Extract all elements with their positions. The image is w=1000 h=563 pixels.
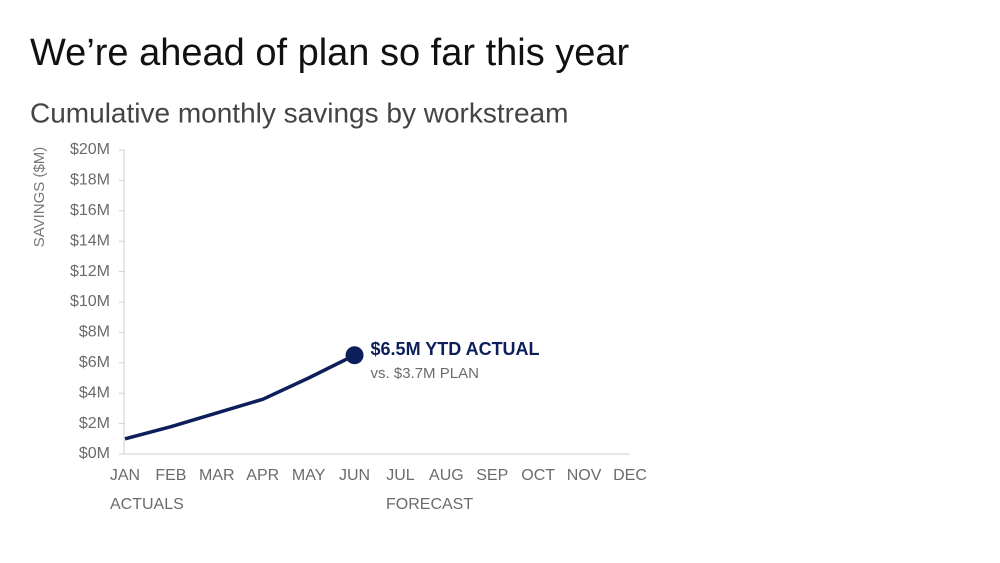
y-tick-label: $18M xyxy=(70,172,110,189)
x-tick-label: MAR xyxy=(199,467,235,484)
y-tick-label: $4M xyxy=(79,384,110,401)
y-tick-label: $12M xyxy=(70,263,110,280)
annotation: vs. $3.7M PLAN xyxy=(371,365,479,382)
y-tick-label: $14M xyxy=(70,232,110,249)
y-tick-label: $10M xyxy=(70,293,110,310)
chart-title: We’re ahead of plan so far this year xyxy=(30,32,630,74)
period-label: FORECAST xyxy=(386,496,473,513)
y-tick-label: $2M xyxy=(79,415,110,432)
x-tick-label: JAN xyxy=(110,467,140,484)
period-label: ACTUALS xyxy=(110,496,184,513)
series-line xyxy=(124,353,356,441)
x-tick-label: DEC xyxy=(613,467,647,484)
y-tick-label: $0M xyxy=(79,445,110,462)
x-tick-label: JUL xyxy=(386,467,415,484)
annotation: $6.5M YTD ACTUAL xyxy=(371,339,540,359)
x-tick-label: MAY xyxy=(292,467,326,484)
x-tick-label: FEB xyxy=(155,467,186,484)
x-tick-label: OCT xyxy=(521,467,555,484)
y-tick-label: $20M xyxy=(70,141,110,158)
y-tick-label: $6M xyxy=(79,354,110,371)
chart-subtitle: Cumulative monthly savings by workstream xyxy=(30,97,568,128)
y-tick-label: $16M xyxy=(70,202,110,219)
x-tick-label: SEP xyxy=(476,467,508,484)
x-tick-label: APR xyxy=(246,467,279,484)
x-tick-label: JUN xyxy=(339,467,370,484)
x-tick-label: AUG xyxy=(429,467,464,484)
x-tick-label: NOV xyxy=(567,467,602,484)
y-axis-label: SAVINGS ($M) xyxy=(31,147,48,248)
y-tick-label: $8M xyxy=(79,324,110,341)
endpoint-marker xyxy=(345,346,364,365)
